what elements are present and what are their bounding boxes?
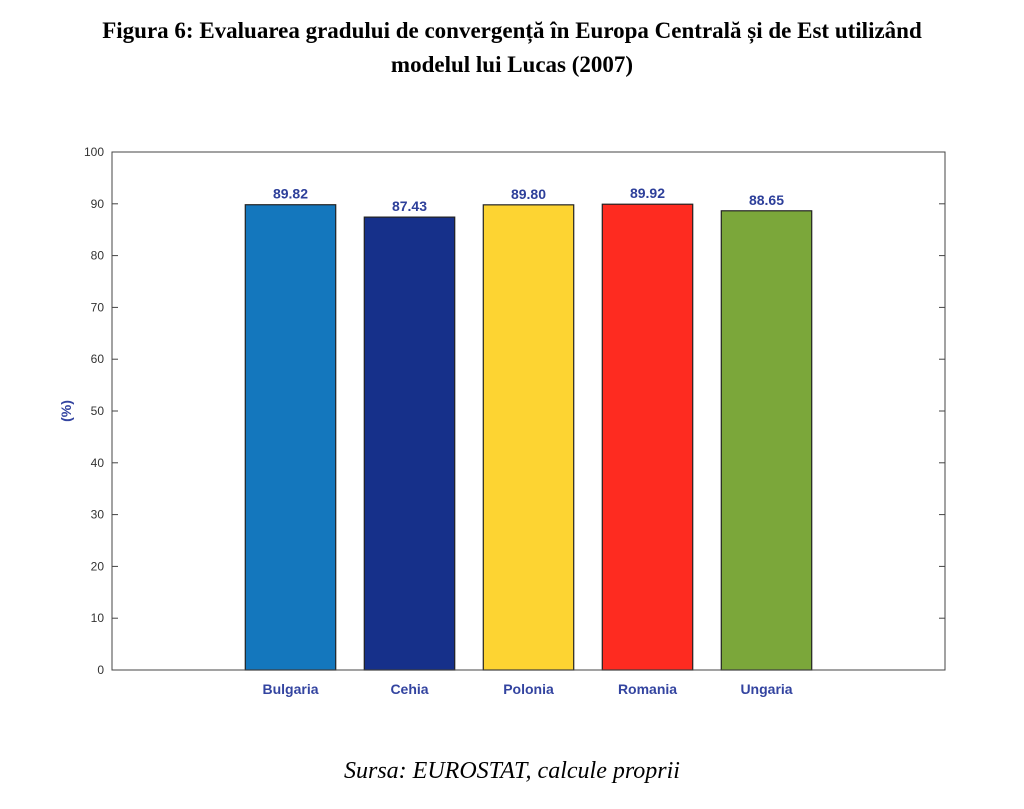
- y-axis-label: (%): [58, 400, 74, 422]
- y-tick-label: 90: [91, 197, 105, 211]
- value-label-polonia: 89.80: [511, 186, 546, 202]
- y-tick-label: 80: [91, 249, 105, 263]
- y-tick-label: 30: [91, 508, 105, 522]
- bar-ungaria: [720, 210, 813, 671]
- y-axis-ticks: 0 10 20 30 40 50 60 70 80 90 100: [84, 145, 945, 677]
- y-tick-label: 60: [91, 352, 105, 366]
- y-tick-label: 70: [91, 300, 105, 314]
- y-tick-label: 10: [91, 611, 105, 625]
- figure-title-line-2: modelul lui Lucas (2007): [390, 52, 634, 77]
- figure-title-line-1: Figura 6: Evaluarea gradului de converge…: [102, 18, 922, 43]
- y-tick-label: 50: [91, 404, 105, 418]
- category-label-ungaria: Ungaria: [740, 681, 792, 697]
- value-label-ungaria: 88.65: [749, 192, 784, 208]
- value-label-romania: 89.92: [630, 185, 665, 201]
- bars: [244, 203, 813, 671]
- y-tick-label: 0: [97, 663, 104, 677]
- y-tick-label: 40: [91, 456, 105, 470]
- category-label-cehia: Cehia: [390, 681, 428, 697]
- category-label-romania: Romania: [618, 681, 677, 697]
- value-labels: 89.82 87.43 89.80 89.92 88.65: [273, 185, 784, 214]
- category-label-bulgaria: Bulgaria: [262, 681, 318, 697]
- bar-polonia: [482, 204, 575, 671]
- category-label-polonia: Polonia: [503, 681, 554, 697]
- plot-frame: [111, 151, 946, 671]
- category-labels: Bulgaria Cehia Polonia Romania Ungaria: [262, 681, 792, 697]
- value-label-bulgaria: 89.82: [273, 186, 308, 202]
- bar-cehia: [363, 216, 456, 671]
- bar-bulgaria: [244, 204, 337, 671]
- bar-romania: [601, 203, 694, 671]
- y-tick-label: 100: [84, 145, 104, 159]
- value-label-cehia: 87.43: [392, 198, 427, 214]
- figure-title: Figura 6: Evaluarea gradului de converge…: [0, 14, 1024, 82]
- y-tick-label: 20: [91, 559, 105, 573]
- source-note: Sursa: EUROSTAT, calcule proprii: [344, 758, 680, 784]
